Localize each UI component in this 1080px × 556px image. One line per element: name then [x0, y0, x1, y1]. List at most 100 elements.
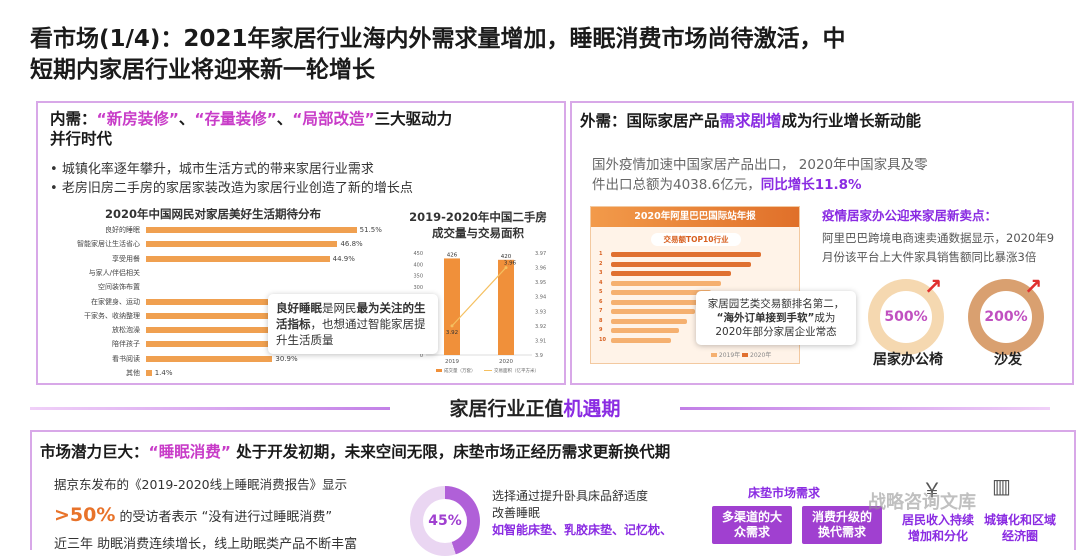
area-line — [451, 267, 507, 327]
upgrade-demand-tag: 消费升级的换代需求 — [802, 506, 882, 544]
report-bars: 1 2 3 4 5 6 7 8 9 10 — [599, 251, 794, 347]
x-tick: 2020 — [499, 359, 513, 365]
hbar-row: 享受用餐 44.9% — [48, 254, 378, 265]
line-label: 3.96 — [504, 261, 517, 267]
point-text: 阿里巴巴跨境电商速卖通数据显示，2020年9 月份该平台上大件家具销售额同比暴涨… — [822, 229, 1074, 267]
domestic-panel-title: 内需：“新房装修”、“存量装修”、“局部改造”三大驱动力 并行时代 — [50, 109, 560, 149]
title-prefix: 内需： — [50, 110, 97, 128]
report-bar — [611, 309, 695, 314]
report-bar — [611, 328, 679, 333]
mattress-title: 床垫市场需求 — [748, 486, 821, 500]
x-tick: 2019 — [445, 359, 459, 365]
title-stock: “存量装修” — [194, 110, 277, 128]
title-partial: “局部改造” — [292, 110, 375, 128]
source-text: 据京东发布的《2019-2020线上睡眠消费报告》显示 — [54, 477, 348, 492]
report-rank: 6 — [599, 298, 603, 305]
sleep-ring: 45% — [410, 486, 480, 556]
title-highlight: 需求剧增 — [719, 112, 782, 130]
title-line-1: 看市场(1/4)：2021年家居行业海内外需求量增加，睡眠消费市场尚待激活，中 — [30, 26, 846, 52]
hbar-value-label: 44.9% — [332, 254, 355, 263]
report-bar — [611, 280, 721, 286]
foreign-demand-panel: 外需：国际家居产品需求剧增成为行业增长新动能 国外疫情加速中国家居产品出口， 2… — [570, 101, 1074, 385]
export-line2: 件出口总额为4038.6亿元， — [592, 177, 761, 193]
callout-bold: 的生活指标 — [276, 301, 426, 331]
hbar-bar — [146, 312, 285, 319]
hbar-row: 与家人/伴侣相关 — [48, 268, 378, 279]
report-legend: 2019年 2020年 — [711, 350, 771, 359]
stat-value: >50% — [54, 504, 116, 526]
y-right-tick: 3.92 — [535, 324, 546, 330]
hbar-category-label: 陪伴孩子 — [112, 340, 140, 349]
report-bar — [611, 299, 703, 305]
hbar-row: 空间装饰布置 — [48, 282, 378, 293]
report-bar — [611, 337, 671, 343]
building-icon: ▥ — [992, 474, 1011, 498]
report-bar — [611, 261, 751, 267]
hbar-bar — [146, 341, 277, 348]
trend-up-icon: ↗ — [924, 275, 943, 300]
y-left-tick: 400 — [413, 262, 423, 268]
hbar-category-label: 干家务、收纳整理 — [84, 311, 140, 320]
chart1-title: 2020年中国网民对家居美好生活期待分布 — [104, 207, 321, 221]
report-rank: 4 — [599, 279, 603, 286]
line-label: 3.92 — [446, 330, 458, 336]
report-bar — [611, 318, 687, 324]
bar-label: 420 — [501, 254, 512, 260]
hbar-category-label: 看书阅读 — [112, 354, 140, 363]
title-line2: 并行时代 — [50, 130, 113, 148]
line-point — [504, 266, 508, 270]
report-bar — [611, 252, 761, 257]
y-left-tick: 0 — [420, 353, 423, 359]
point-line2: 月份该平台上大件家具销售额同比暴涨3倍 — [822, 250, 1037, 264]
hbar-category-label: 空间装饰布置 — [98, 283, 140, 292]
report-rank: 8 — [599, 317, 603, 324]
callout-text: 是网民 — [322, 301, 357, 315]
y-left-tick: 450 — [413, 251, 423, 257]
legend-2020: 2020年 — [750, 352, 772, 359]
callout-line1: 家居园艺类交易额排名第二， — [707, 298, 845, 310]
title-line-2: 短期内家居行业将迎来新一轮增长 — [30, 57, 375, 83]
volume-bar — [444, 258, 460, 355]
export-growth: 同比增长11.8% — [760, 177, 862, 193]
y-left-tick: 300 — [413, 285, 423, 291]
hbar-bar — [146, 227, 357, 233]
callout-bold: 良好睡眠 — [276, 301, 322, 315]
bullet-item: 老房旧房二手房的家居家装改造为家居行业创造了新的增长点 — [50, 179, 413, 198]
hbar-value-label: 46.8% — [340, 240, 363, 249]
legend-label: 交易面积（亿平方米） — [494, 367, 539, 374]
callout-text: ，也想通过智能家居提升生活质量 — [276, 317, 426, 347]
export-line1: 国外疫情加速中国家居产品出口， 2020年中国家具及零 — [592, 157, 928, 173]
stat-line: >50% 的受访者表示 “没有进行过睡眠消费” — [54, 506, 434, 527]
page-title: 看市场(1/4)：2021年家居行业海内外需求量增加，睡眠消费市场尚待激活，中 … — [30, 24, 1030, 86]
report-rank: 7 — [599, 308, 603, 314]
y-right-tick: 3.9 — [535, 353, 543, 359]
y-left-tick: 350 — [413, 274, 423, 280]
sofa-ring-value: 200% — [980, 291, 1032, 343]
report-rank: 5 — [599, 289, 603, 295]
foreign-panel-title: 外需：国际家居产品需求剧增成为行业增长新动能 — [580, 111, 1070, 131]
y-right-tick: 3.93 — [535, 309, 546, 315]
export-text: 国外疫情加速中国家居产品出口， 2020年中国家具及零 件出口总额为4038.6… — [592, 155, 972, 195]
hbar-bar — [146, 255, 330, 262]
title-new-house: “新房装修” — [96, 110, 179, 128]
watermark: 战略咨询文库 — [868, 492, 976, 513]
hbar-category-label: 与家人/伴侣相关 — [88, 268, 140, 277]
hbar-bar — [146, 355, 273, 362]
chart2-title-line1: 2019-2020年中国二手房 — [409, 210, 547, 224]
report-rank: 2 — [599, 260, 603, 267]
ring-text-line2: 改善睡眠 — [492, 506, 541, 520]
sleep-panel-title: 市场潜力巨大：“睡眠消费” 处于开发初期，未来空间无限，床垫市场正经历需求更新换… — [40, 442, 1040, 462]
banner-text: 家居行业正值机遇期 — [390, 394, 680, 424]
sleep-market-panel: 市场潜力巨大：“睡眠消费” 处于开发初期，未来空间无限，床垫市场正经历需求更新换… — [30, 430, 1076, 556]
chair-ring-value: 500% — [880, 291, 932, 343]
hbar-bar — [146, 298, 287, 305]
point-title: 疫情居家办公迎来家居新卖点： — [822, 208, 998, 223]
y-right-tick: 3.91 — [535, 338, 546, 344]
hbar-category-label: 良好的睡眠 — [105, 226, 140, 234]
hbar-row: 看书阅读 30.9% — [48, 354, 378, 365]
hbar-category-label: 其他 — [126, 369, 140, 377]
y-right-tick: 3.96 — [535, 266, 546, 272]
hbar-row: 其他 1.4% — [48, 368, 378, 379]
stat-text: 的受访者表示 “没有进行过睡眠消费” — [119, 510, 333, 525]
export-callout: 家居园艺类交易额排名第二， “海外订单接到手软”成为 2020年部分家居企业常态 — [696, 291, 856, 345]
